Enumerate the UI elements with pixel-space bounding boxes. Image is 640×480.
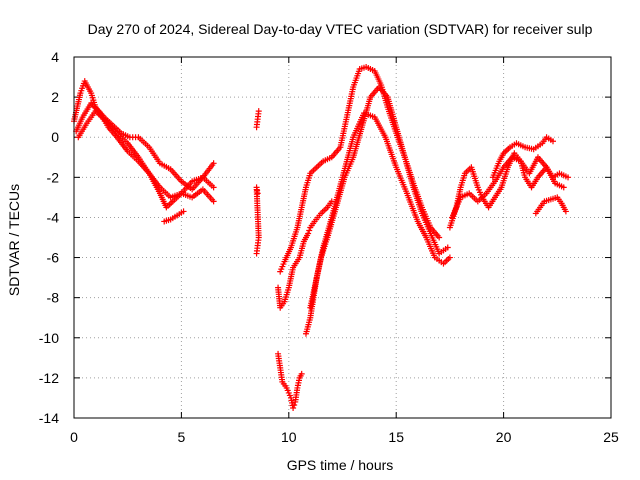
x-axis-label: GPS time / hours — [287, 457, 394, 473]
y-tick-label: -6 — [47, 250, 60, 266]
data-point — [565, 174, 572, 181]
data-point — [550, 138, 557, 145]
data-point — [305, 230, 312, 237]
data-point — [210, 198, 217, 205]
x-tick-label: 10 — [281, 429, 297, 445]
data-point — [254, 190, 261, 197]
y-tick-label: -14 — [39, 410, 59, 426]
data-point — [560, 184, 567, 191]
data-point — [436, 234, 443, 241]
data-points — [71, 64, 572, 411]
data-point — [255, 108, 262, 115]
y-tick-labels: 4 2 0 -2 -4 -6 -8 -10 -12 -14 — [39, 49, 59, 426]
plot-frame — [73, 56, 612, 419]
data-point — [290, 404, 297, 411]
y-tick-label: -10 — [39, 330, 59, 346]
chart-title: Day 270 of 2024, Sidereal Day-to-day VTE… — [88, 21, 593, 37]
data-point — [444, 244, 451, 251]
x-tick-label: 0 — [70, 429, 78, 445]
y-tick-label: -2 — [47, 169, 60, 185]
data-point — [210, 184, 217, 191]
data-point — [446, 254, 453, 261]
data-point-interp — [306, 227, 313, 234]
x-tick-label: 25 — [603, 429, 619, 445]
x-tick-label: 15 — [388, 429, 404, 445]
data-point — [298, 370, 305, 377]
data-point-interp — [291, 401, 298, 408]
y-tick-label: 2 — [51, 89, 59, 105]
y-tick-label: -12 — [39, 370, 59, 386]
y-axis-label: SDTVAR / TECUs — [6, 184, 22, 296]
x-tick-label: 5 — [178, 429, 186, 445]
data-point — [562, 208, 569, 215]
y-tick-label: 4 — [51, 49, 59, 65]
data-point — [180, 208, 187, 215]
y-tick-label: -4 — [47, 209, 60, 225]
y-tick-label: -8 — [47, 290, 60, 306]
y-tick-label: 0 — [51, 129, 59, 145]
x-tick-label: 20 — [496, 429, 512, 445]
x-tick-labels: 0 5 10 15 20 25 — [70, 429, 619, 445]
data-point — [210, 160, 217, 167]
